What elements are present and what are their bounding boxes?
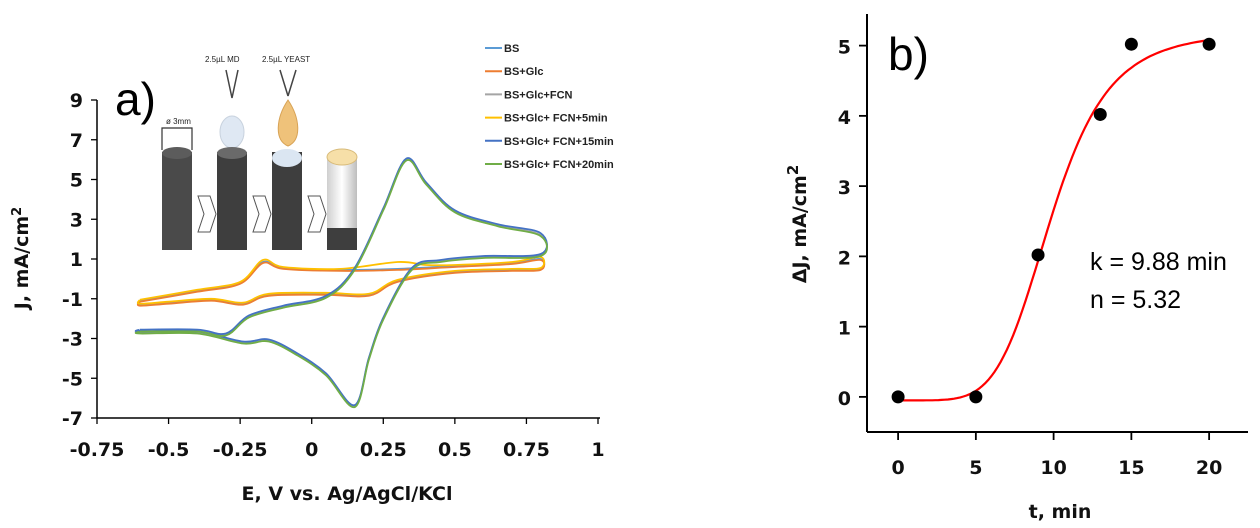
electrode-4-top [326,148,358,166]
a-series-curve-2 [136,258,546,307]
b-y-tick-label: 4 [838,107,851,129]
arrow-1 [197,195,217,233]
a-x-tick-label: 0.75 [503,439,550,461]
a-legend-label: BS [504,43,519,55]
b-y-tick-label: 3 [838,177,851,199]
a-series-curve-5 [134,157,548,407]
a-legend-label: BS+Glc [504,66,543,78]
b-annotation-n: n = 5.32 [1090,286,1181,314]
arrow-2 [252,195,272,233]
inset-md-label: 2.5µL MD [205,55,240,64]
a-y-tick-label: 1 [70,249,83,271]
b-y-tick-label: 1 [838,318,851,340]
b-data-point [1124,37,1138,51]
b-y-tick-label: 5 [838,37,851,59]
a-y-axis-label-sup: 2 [10,207,25,216]
electrode-1-top [162,147,192,159]
diameter-bracket [161,127,193,150]
a-series-curve-6 [134,159,548,409]
inset-diameter-label: ø 3mm [166,117,191,126]
b-x-tick-label: 5 [969,457,982,479]
a-y-tick-label: 3 [70,209,83,231]
a-y-tick-label: -7 [62,408,83,430]
a-series-curve-4 [136,255,546,305]
a-x-ticks: -0.75 -0.5 -0.25 0 0.25 0.5 0.75 1 [70,418,605,461]
a-x-tick-label: 1 [591,439,604,461]
panel-b-label: b) [888,28,929,80]
a-legend-label: BS+Glc+ FCN+5min [504,113,608,125]
arrow-3 [307,195,327,233]
a-x-tick-label: -0.25 [213,439,268,461]
electrode-inset: ø 3mm 2.5µL MD 2.5µL YEAST [161,55,358,250]
panel-a: 9 7 5 3 1 -1 -3 -5 -7 -0.75 -0.5 -0.25 0 0.25 0.5 0.75… [10,43,614,505]
b-data-point [969,390,983,404]
a-x-tick-label: 0.5 [438,439,472,461]
a-y-axis-label: J, mA/cm2 [10,207,33,311]
b-x-tick-label: 10 [1040,457,1066,479]
b-y-tick-label: 0 [838,388,851,410]
electrode-3-top [272,149,302,167]
b-x-tick-label: 15 [1118,457,1144,479]
b-annotation-k: k = 9.88 min [1090,248,1227,276]
a-y-tick-label: -5 [62,368,83,390]
b-x-ticks: 0 5 10 15 20 [891,432,1222,479]
a-x-tick-label: -0.75 [70,439,125,461]
a-y-tick-label: 5 [70,170,83,192]
pipette-md [225,69,239,99]
a-legend-label: BS+Glc+ FCN+15min [504,136,614,148]
electrode-4-base [327,228,357,250]
inset-yeast-label: 2.5µL YEAST [262,55,310,64]
panel-a-label: a) [115,73,156,125]
electrode-2-top [217,147,247,159]
a-legend-label: BS+Glc+FCN [504,89,573,101]
b-data-point [1031,248,1045,262]
drop-md [219,115,245,149]
a-curves [134,157,548,409]
a-x-tick-label: -0.5 [148,439,190,461]
b-data-point [1093,107,1107,121]
a-y-ticks: 9 7 5 3 1 -1 -3 -5 -7 [62,90,97,430]
b-y-axis-label: ΔJ, mA/cm2 [784,165,811,284]
b-y-axis-label-sup: 2 [784,165,802,175]
b-x-tick-label: 0 [891,457,904,479]
b-fit-line [898,38,1210,402]
a-x-tick-label: 0 [305,439,318,461]
a-y-tick-label: 7 [70,130,83,152]
b-data-point [891,390,905,404]
panel-b: 0 1 2 3 4 5 0 5 10 15 20 b) k = 9.88 min n = 5.32… [784,14,1248,523]
a-y-tick-label: -1 [62,289,83,311]
a-y-tick-label: 9 [70,90,83,112]
a-x-axis-label: E, V vs. Ag/AgCl/KCl [242,483,453,505]
a-x-tick-label: 0.25 [360,439,407,461]
b-y-ticks: 0 1 2 3 4 5 [838,37,867,410]
a-y-tick-label: -3 [62,329,83,351]
b-fit-curve [898,38,1210,402]
a-legend-label: BS+Glc+ FCN+20min [504,159,614,171]
b-points [891,37,1216,404]
drop-yeast [277,99,299,147]
electrode-1 [162,152,192,250]
b-data-point [1202,37,1216,51]
electrode-3 [272,152,302,250]
b-y-tick-label: 2 [838,247,851,269]
pipette-yeast [279,69,297,97]
b-x-axis-label: t, min [1029,501,1092,523]
b-x-tick-label: 20 [1196,457,1222,479]
a-legend: BS BS+Glc BS+Glc+FCN BS+Glc+ FCN+5min BS+Glc… [485,43,614,171]
electrode-2 [217,152,247,250]
